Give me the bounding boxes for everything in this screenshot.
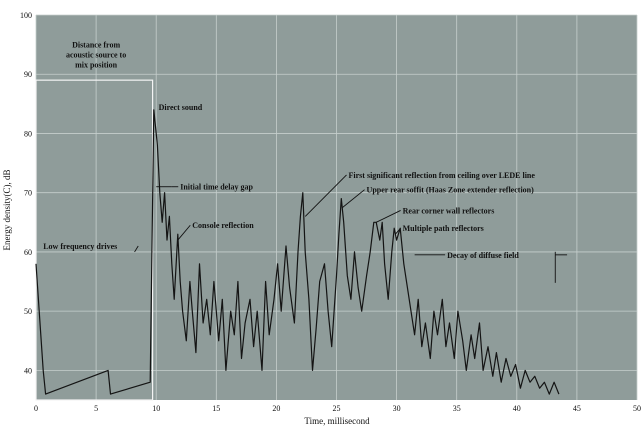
x-tick-label: 5 (94, 404, 98, 413)
x-tick-label: 10 (152, 404, 160, 413)
grid-lines (35, 14, 638, 400)
x-tick-label: 25 (333, 404, 341, 413)
tick-labels: 0 5 10 15 20 25 30 35 40 45 50 40 50 60 70 80 90 100 (20, 11, 641, 413)
x-tick-label: 20 (272, 404, 280, 413)
annotation-line: Direct sound (159, 103, 203, 112)
energy-trace-line (35, 109, 560, 395)
annotation-first-sig: First significant reflection from ceilin… (349, 171, 536, 180)
annotation-line: mix position (75, 61, 118, 70)
x-tick-label: 45 (573, 404, 581, 413)
annotation-line: Initial time delay gap (180, 183, 253, 192)
y-tick-label: 80 (24, 129, 32, 138)
y-tick-label: 60 (24, 248, 32, 257)
annotation-arrow (375, 210, 401, 223)
annotation-arrow (342, 189, 365, 208)
annotation-rear-corner: Rear corner wall reflectors (403, 206, 495, 215)
y-tick-label: 90 (24, 70, 32, 79)
x-tick-label: 0 (34, 404, 38, 413)
annotation-low-freq: Low frequency drives (43, 242, 117, 251)
annotation-console: Console reflection (192, 221, 254, 230)
annotation-line: Decay of diffuse field (447, 251, 519, 260)
annotations: Distance from acoustic source to mix posit… (43, 41, 568, 283)
y-tick-label: 50 (24, 307, 32, 316)
y-axis-title: Energy density(C), dB (2, 169, 12, 250)
annotation-arrow (177, 224, 191, 241)
annotation-line: First significant reflection from ceilin… (349, 171, 536, 180)
x-tick-label: 50 (633, 404, 641, 413)
annotation-arrow (395, 227, 401, 235)
annotation-line: acoustic source to (66, 51, 126, 60)
annotation-line: Multiple path reflectors (403, 224, 484, 233)
annotation-direct-sound: Direct sound (159, 103, 203, 112)
x-tick-label: 35 (453, 404, 461, 413)
annotation-line: Rear corner wall reflectors (403, 206, 495, 215)
annotation-arrow (134, 245, 139, 253)
annotation-upper-rear: Upper rear soffit (Haas Zone extender re… (367, 186, 535, 195)
annotation-line: Distance from (72, 41, 120, 50)
x-axis-title: Time, millisecond (304, 416, 370, 426)
annotation-decay: Decay of diffuse field (447, 251, 519, 260)
annotation-itdg: Initial time delay gap (180, 183, 253, 192)
y-tick-label: 70 (24, 189, 32, 198)
y-tick-label: 40 (24, 366, 32, 375)
x-tick-label: 30 (393, 404, 401, 413)
x-tick-label: 15 (212, 404, 220, 413)
annotation-multi-path: Multiple path reflectors (403, 224, 484, 233)
annotation-line: Upper rear soffit (Haas Zone extender re… (367, 186, 535, 195)
annotation-line: Console reflection (192, 221, 254, 230)
annotation-arrow (304, 174, 347, 217)
annotation-distance: Distance from acoustic source to mix posit… (66, 41, 126, 70)
y-tick-label: 100 (20, 11, 32, 20)
x-tick-label: 40 (513, 404, 521, 413)
annotation-line: Low frequency drives (43, 242, 117, 251)
